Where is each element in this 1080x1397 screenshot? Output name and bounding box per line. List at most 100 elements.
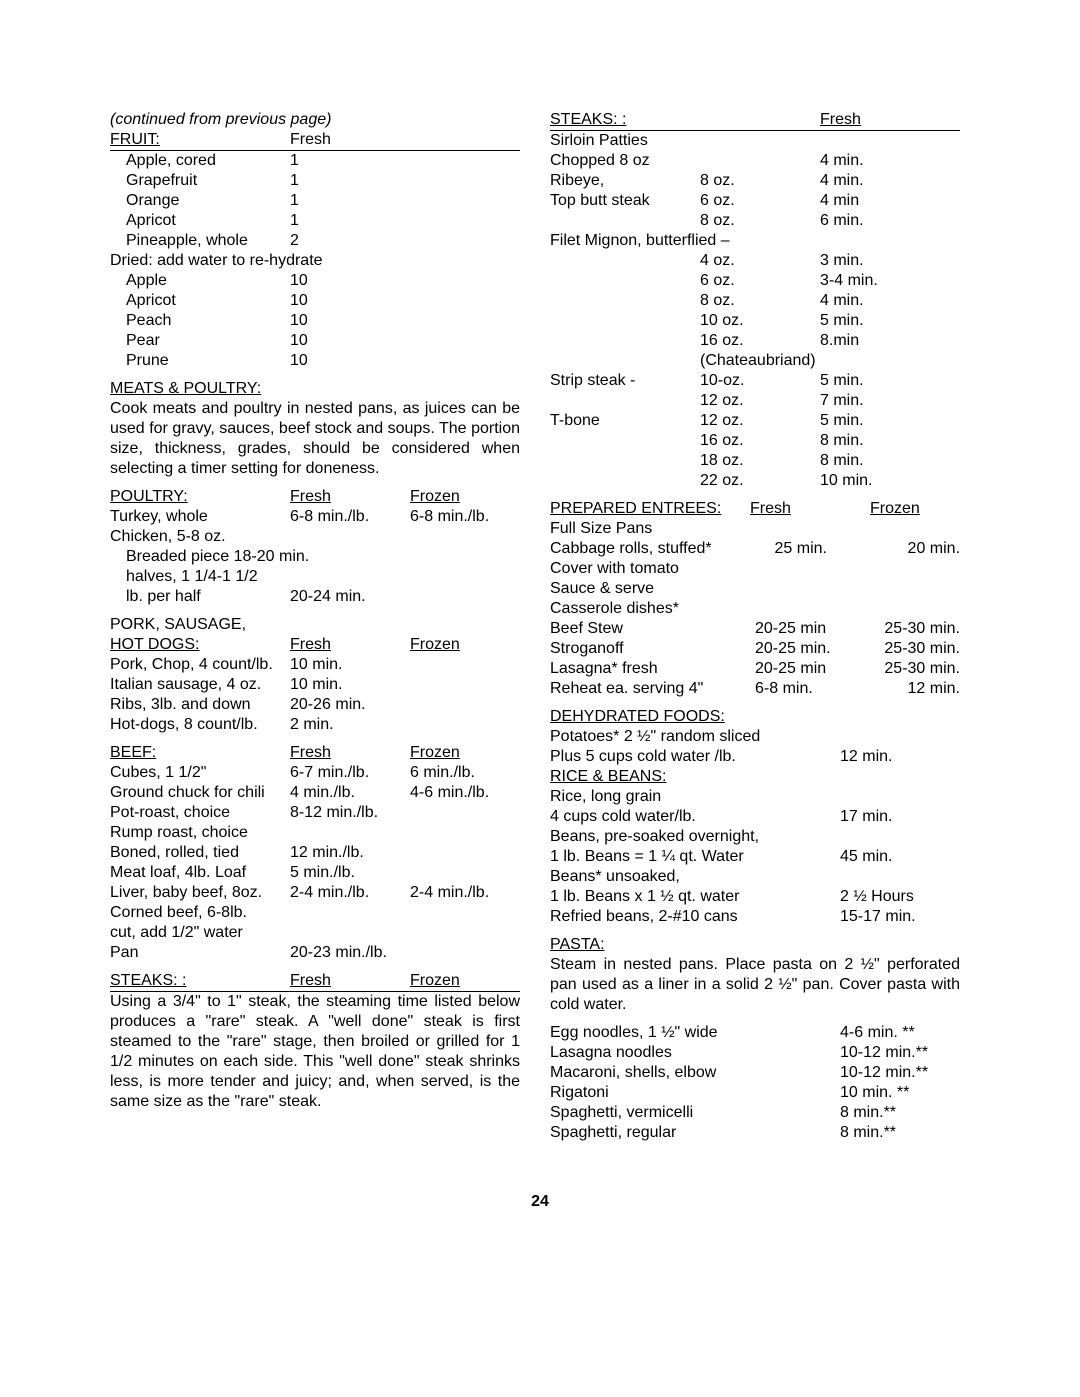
prepared-cover2: Sauce & serve <box>550 579 960 599</box>
table-row: 16 oz.8 min. <box>550 431 960 451</box>
cell <box>410 803 520 823</box>
cell: Top butt steak <box>550 191 700 211</box>
cell: Apple, cored <box>126 151 290 171</box>
beans2-row-name: 1 lb. Beans x 1 ½ qt. water <box>550 887 840 907</box>
cell: 8 min.** <box>840 1103 896 1123</box>
pork-frozen: Frozen <box>410 635 520 655</box>
steaksR-header: STEAKS: : Fresh <box>550 110 960 130</box>
table-row: Reheat ea. serving 4"6-8 min.12 min. <box>550 679 960 699</box>
cell: 10 <box>290 311 410 331</box>
poultry-label: POULTRY: <box>110 487 290 507</box>
table-row: Lasagna* fresh20-25 min25-30 min. <box>550 659 960 679</box>
cell: 12 min./lb. <box>290 843 410 863</box>
cell: 20-26 min. <box>290 695 410 715</box>
table-row: Italian sausage, 4 oz.10 min. <box>110 675 520 695</box>
cell <box>550 291 700 311</box>
cell: Reheat ea. serving 4" <box>550 679 755 699</box>
cell: 3 min. <box>820 251 940 271</box>
fruit-label: FRUIT: <box>110 130 290 150</box>
cell: Cubes, 1 1/2" <box>110 763 290 783</box>
pork-title: PORK, SAUSAGE, <box>110 615 520 635</box>
cell: Stroganoff <box>550 639 755 659</box>
table-row: 22 oz.10 min. <box>550 471 960 491</box>
rice-label: Rice, long grain <box>550 787 960 807</box>
cell: 6-7 min./lb. <box>290 763 410 783</box>
cell <box>550 271 700 291</box>
cabbage-frozen: 20 min. <box>872 539 960 559</box>
beef-fresh: Fresh <box>290 743 410 763</box>
cell: Pork, Chop, 4 count/lb. <box>110 655 290 675</box>
sirloin-chopped: Chopped 8 oz 4 min. <box>550 151 960 171</box>
cabbage-name: Cabbage rolls, stuffed* <box>550 539 775 559</box>
cell: 6-8 min. <box>755 679 862 699</box>
sirloin-label: Sirloin Patties <box>550 131 960 151</box>
cell: 10 <box>290 331 410 351</box>
pasta-rows: Egg noodles, 1 ½" wide4-6 min. **Lasagna… <box>550 1023 960 1143</box>
cell: 7 min. <box>820 391 940 411</box>
prepared-full: Full Size Pans <box>550 519 960 539</box>
cell <box>290 823 410 843</box>
cell: 10 <box>290 271 410 291</box>
cell: 8 oz. <box>700 291 820 311</box>
cell: 10-12 min.** <box>840 1043 928 1063</box>
table-row: Lasagna noodles10-12 min.** <box>550 1043 960 1063</box>
cell: 8 oz. <box>700 171 820 191</box>
table-row: Rigatoni10 min. ** <box>550 1083 960 1103</box>
table-row: Pineapple, whole2 <box>110 231 520 251</box>
prepared-header: PREPARED ENTREES: Fresh Frozen <box>550 499 960 519</box>
table-row: Pear10 <box>110 331 520 351</box>
table-row: Orange1 <box>110 191 520 211</box>
cell <box>410 943 520 963</box>
table-row: Stroganoff20-25 min.25-30 min. <box>550 639 960 659</box>
cell: 22 oz. <box>700 471 820 491</box>
cell: Turkey, whole <box>110 507 290 527</box>
left-column: (continued from previous page) FRUIT: Fr… <box>110 110 520 1143</box>
cell: Italian sausage, 4 oz. <box>110 675 290 695</box>
steaksL-label: STEAKS: : <box>110 971 290 991</box>
cell: 6 oz. <box>700 271 820 291</box>
table-row: Grapefruit1 <box>110 171 520 191</box>
sirloin-chopped-val: 4 min. <box>820 151 864 171</box>
table-row: 10 oz.5 min. <box>550 311 960 331</box>
cell <box>550 431 700 451</box>
cell: Peach <box>126 311 290 331</box>
cell: 20-25 min <box>755 659 862 679</box>
fruit-col-fresh: Fresh <box>290 130 410 150</box>
cell: 5 min. <box>820 371 940 391</box>
cell <box>410 695 520 715</box>
table-row: Ground chuck for chili4 min./lb.4-6 min.… <box>110 783 520 803</box>
cell: 8.min <box>820 331 940 351</box>
cell: 16 oz. <box>700 431 820 451</box>
table-row: Hot-dogs, 8 count/lb.2 min. <box>110 715 520 735</box>
cell: 10-12 min.** <box>840 1063 928 1083</box>
table-row: Peach10 <box>110 311 520 331</box>
table-row: Liver, baby beef, 8oz.2-4 min./lb.2-4 mi… <box>110 883 520 903</box>
cell: 4 min. <box>820 291 940 311</box>
table-row: 16 oz.8.min <box>550 331 960 351</box>
cell: 10 min. ** <box>840 1083 909 1103</box>
prepared-cover1: Cover with tomato <box>550 559 960 579</box>
beans1-row-val: 45 min. <box>840 847 892 867</box>
prepared-fresh: Fresh <box>750 499 870 519</box>
cell: 6-8 min./lb. <box>290 507 410 527</box>
cell <box>410 843 520 863</box>
cell: 16 oz. <box>700 331 820 351</box>
cell: 10-oz. <box>700 371 820 391</box>
cell: 25-30 min. <box>862 639 960 659</box>
cell: Rigatoni <box>550 1083 840 1103</box>
cell: 5 min. <box>820 311 940 331</box>
cell: 8-12 min./lb. <box>290 803 410 823</box>
table-row: Apricot10 <box>110 291 520 311</box>
beans2-row: 1 lb. Beans x 1 ½ qt. water 2 ½ Hours <box>550 887 960 907</box>
filet-label: Filet Mignon, butterflied – <box>550 231 960 251</box>
cell: Ribeye, <box>550 171 700 191</box>
cabbage-fresh: 25 min. <box>775 539 873 559</box>
cell: Boned, rolled, tied <box>110 843 290 863</box>
steaksL-fresh: Fresh <box>290 971 410 991</box>
cell: 18 oz. <box>700 451 820 471</box>
table-row: Macaroni, shells, elbow10-12 min.** <box>550 1063 960 1083</box>
potrow-name: Plus 5 cups cold water /lb. <box>550 747 840 767</box>
cell <box>290 903 410 923</box>
cell: 10 min. <box>820 471 940 491</box>
table-row: Ribeye,8 oz.4 min. <box>550 171 960 191</box>
